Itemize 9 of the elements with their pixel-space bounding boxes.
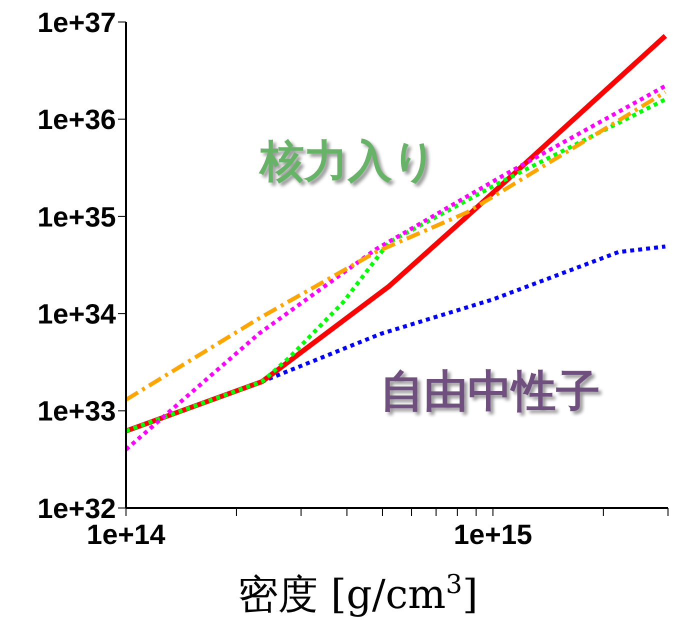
y-tick-label: 1e+36	[37, 104, 116, 136]
y-tick-label: 1e+34	[37, 298, 116, 330]
annotation: 自由中性子	[380, 365, 600, 419]
annotation: 核力入り	[260, 135, 437, 189]
x-tick-label: 1e+15	[454, 518, 532, 550]
y-tick-label: 1e+33	[37, 396, 116, 427]
y-tick-label: 1e+37	[37, 6, 116, 38]
y-tick-label: 1e+35	[37, 201, 116, 232]
x-axis-title: 密度 [g/cm$^{3}$]	[238, 570, 478, 618]
